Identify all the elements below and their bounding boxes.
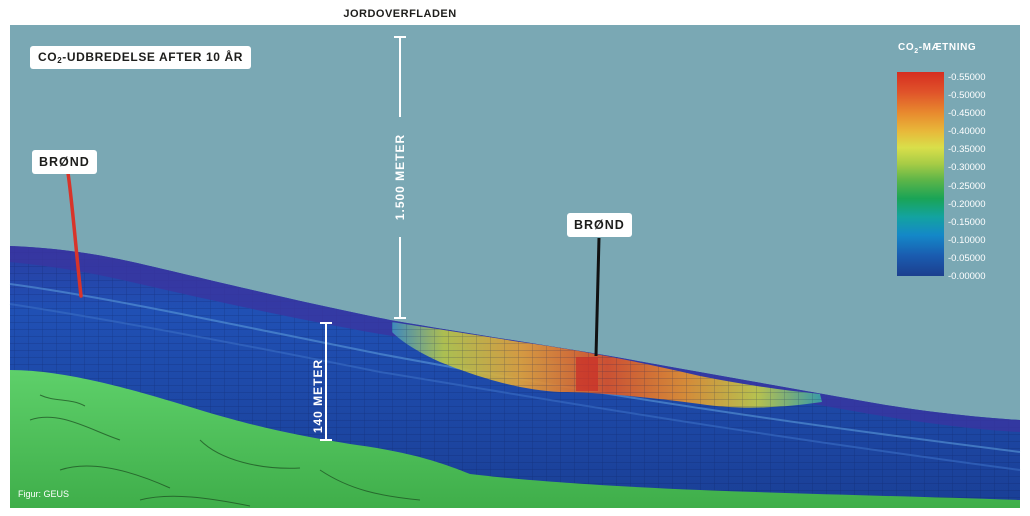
legend-tick-label: -0.00000 <box>948 271 986 282</box>
legend-title-suffix: -MÆTNING <box>918 42 977 53</box>
legend-title: CO2-MÆTNING <box>898 42 1008 55</box>
figure-title: CO2-UDBREDELSE AFTER 10 ÅR <box>30 46 251 69</box>
legend-tick-label: -0.45000 <box>948 108 986 120</box>
legend-tick-label: -0.35000 <box>948 144 986 156</box>
terrain-contour <box>29 394 421 507</box>
legend-tick-label: -0.20000 <box>948 198 986 210</box>
legend-title-prefix: CO <box>898 42 915 53</box>
well-left <box>66 171 83 298</box>
ground-surface <box>10 370 1020 508</box>
well-label-left: BRØND <box>32 150 97 174</box>
title-prefix: CO <box>38 50 58 64</box>
legend-colorbar <box>897 72 944 276</box>
caprock-band <box>10 246 1020 432</box>
surface-label: JORDOVERFLADEN <box>343 8 457 20</box>
legend-tick-label: -0.40000 <box>948 126 986 138</box>
well-right <box>594 237 601 357</box>
legend-tick-label: -0.15000 <box>948 216 986 228</box>
figure-credit: Figur: GEUS <box>18 489 70 499</box>
legend-tick-label: -0.50000 <box>948 90 986 102</box>
legend-tick-label: -0.10000 <box>948 234 986 246</box>
layer-line <box>9 283 1021 453</box>
layer-line <box>9 303 1021 471</box>
depth-total-label: 1.500 METER <box>393 133 407 221</box>
well-label-right: BRØND <box>567 213 632 237</box>
title-suffix: -UDBREDELSE AFTER 10 ÅR <box>62 50 243 64</box>
legend-tick-label: -0.25000 <box>948 180 986 192</box>
legend-tick-label: -0.30000 <box>948 162 986 174</box>
legend-tick-label: -0.55000 <box>948 72 986 83</box>
plume-core <box>576 357 598 391</box>
title-subscript: 2 <box>57 56 63 65</box>
legend-title-subscript: 2 <box>914 48 919 55</box>
thickness-label: 140 METER <box>311 358 325 434</box>
plume-grid <box>392 322 822 408</box>
legend-tick-label: -0.05000 <box>948 252 986 264</box>
